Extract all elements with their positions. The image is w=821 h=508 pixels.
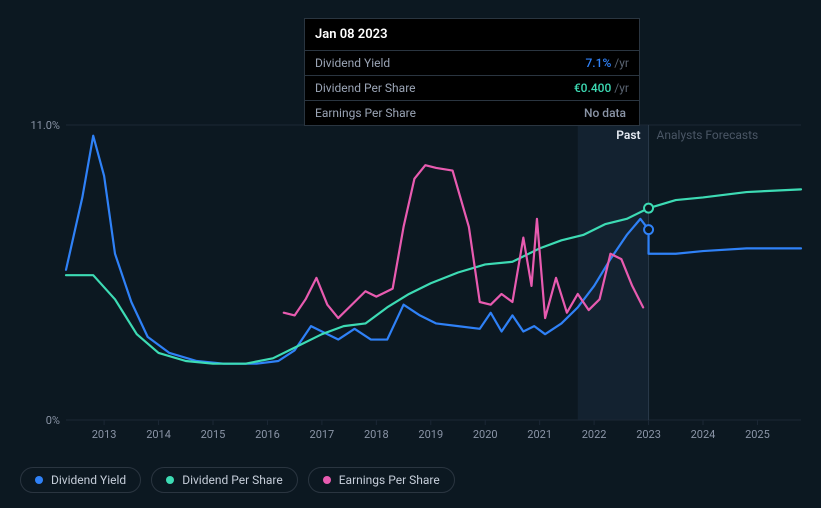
svg-text:2021: 2021 <box>527 428 552 441</box>
tooltip-label: Earnings Per Share <box>315 106 584 120</box>
svg-text:2025: 2025 <box>745 428 770 441</box>
svg-text:2022: 2022 <box>582 428 607 441</box>
svg-text:2014: 2014 <box>146 428 171 441</box>
svg-text:2023: 2023 <box>636 428 661 441</box>
legend: Dividend Yield Dividend Per Share Earnin… <box>20 467 455 493</box>
tooltip-value: 7.1%/yr <box>585 56 629 70</box>
legend-dot-icon <box>35 476 43 484</box>
tooltip-label: Dividend Yield <box>315 56 585 70</box>
tooltip-row-yield: Dividend Yield 7.1%/yr <box>305 50 639 75</box>
tooltip-value: €0.400/yr <box>574 81 629 95</box>
legend-item-yield[interactable]: Dividend Yield <box>20 467 141 493</box>
legend-item-eps[interactable]: Earnings Per Share <box>308 467 455 493</box>
tooltip-label: Dividend Per Share <box>315 81 574 95</box>
svg-text:2017: 2017 <box>310 428 335 441</box>
tooltip-value: No data <box>584 106 629 120</box>
svg-text:2024: 2024 <box>691 428 716 441</box>
legend-dot-icon <box>323 476 331 484</box>
tooltip-row-eps: Earnings Per Share No data <box>305 100 639 125</box>
legend-item-dps[interactable]: Dividend Per Share <box>151 467 298 493</box>
svg-text:2020: 2020 <box>473 428 498 441</box>
svg-text:Past: Past <box>616 128 640 142</box>
legend-label: Dividend Per Share <box>182 473 283 487</box>
svg-text:2018: 2018 <box>364 428 389 441</box>
tooltip: Jan 08 2023 Dividend Yield 7.1%/yr Divid… <box>304 18 640 126</box>
svg-text:2016: 2016 <box>255 428 280 441</box>
tooltip-date: Jan 08 2023 <box>305 19 639 50</box>
svg-text:11.0%: 11.0% <box>30 119 60 132</box>
svg-text:2013: 2013 <box>92 428 117 441</box>
legend-dot-icon <box>166 476 174 484</box>
legend-label: Earnings Per Share <box>339 473 440 487</box>
svg-text:0%: 0% <box>46 414 60 427</box>
legend-label: Dividend Yield <box>51 473 126 487</box>
line-chart[interactable]: 2013 2014 2015 2016 2017 2018 2019 2020 2021 2022… <box>18 105 803 460</box>
tooltip-row-dps: Dividend Per Share €0.400/yr <box>305 75 639 100</box>
svg-text:2015: 2015 <box>201 428 226 441</box>
svg-text:2019: 2019 <box>418 428 443 441</box>
svg-text:Analysts Forecasts: Analysts Forecasts <box>657 128 759 142</box>
chart-container: 2013 2014 2015 2016 2017 2018 2019 2020 2021 2022… <box>18 105 803 463</box>
